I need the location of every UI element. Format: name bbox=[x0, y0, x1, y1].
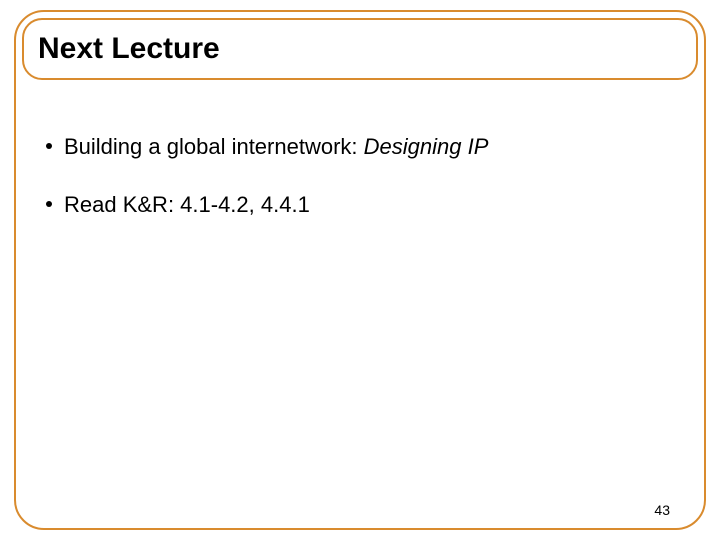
bullet-item: Building a global internetwork: Designin… bbox=[46, 132, 666, 162]
bullet-text-plain: Building a global internetwork: bbox=[64, 134, 364, 159]
bullet-dot-icon bbox=[46, 201, 52, 207]
content-area: Building a global internetwork: Designin… bbox=[46, 132, 666, 247]
bullet-text-italic: Designing IP bbox=[364, 134, 489, 159]
bullet-dot-icon bbox=[46, 143, 52, 149]
title-box: Next Lecture bbox=[22, 18, 698, 80]
page-number: 43 bbox=[654, 502, 670, 518]
slide-frame bbox=[14, 10, 706, 530]
bullet-item: Read K&R: 4.1-4.2, 4.4.1 bbox=[46, 190, 666, 220]
bullet-text: Building a global internetwork: Designin… bbox=[64, 132, 488, 162]
bullet-text-plain: Read K&R: 4.1-4.2, 4.4.1 bbox=[64, 192, 310, 217]
bullet-text: Read K&R: 4.1-4.2, 4.4.1 bbox=[64, 190, 310, 220]
slide-title: Next Lecture bbox=[38, 32, 220, 66]
